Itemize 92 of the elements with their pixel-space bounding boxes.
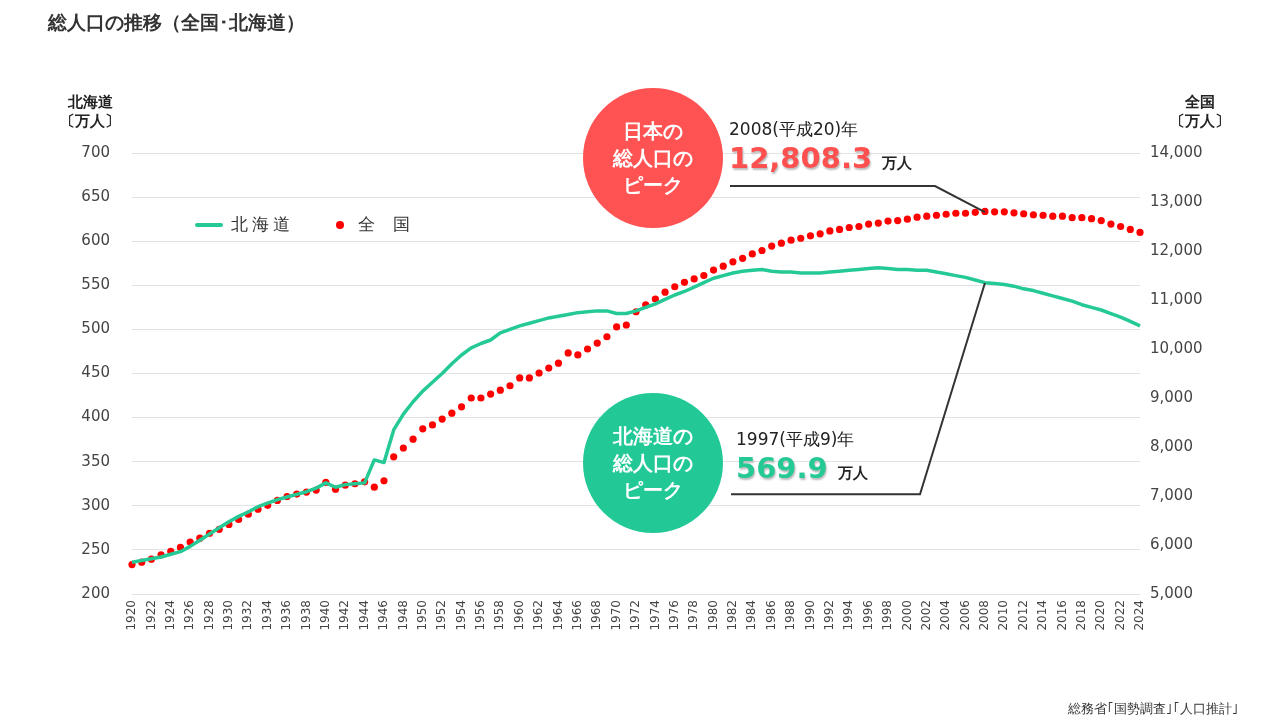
x-tick-label: 1952 (434, 600, 449, 631)
x-tick-label: 2022 (1112, 600, 1127, 631)
x-tick-label: 1950 (414, 600, 429, 631)
x-tick-label: 1958 (492, 600, 507, 631)
x-tick-label: 2010 (996, 600, 1011, 631)
x-tick-label: 2020 (1093, 600, 1108, 631)
x-tick-label: 2014 (1035, 600, 1050, 631)
x-tick-label: 1948 (395, 600, 410, 631)
text: 2008(平成20)年 (729, 118, 860, 141)
x-tick-label: 1964 (550, 600, 565, 631)
y-tick-label: 400 (81, 407, 110, 426)
x-tick-label: 1978 (686, 600, 701, 631)
x-tick-label: 1930 (221, 600, 236, 631)
annotation: ピーク (623, 476, 683, 504)
y-tick-label: 450 (81, 363, 110, 382)
annotation: 万人 (837, 464, 868, 483)
x-tick-label: 2000 (899, 600, 914, 631)
y2-tick-label: 9,000 (1150, 387, 1193, 406)
x-tick-label: 2016 (1054, 600, 1069, 631)
y2-axis-title: 全国〔万人〕 (1170, 93, 1230, 131)
x-tick-label: 1986 (763, 600, 778, 631)
x-tick-label: 1982 (725, 600, 740, 631)
x-tick-label: 1976 (666, 600, 681, 631)
x-tick-label: 1962 (531, 600, 546, 631)
text: 日本の (623, 117, 683, 145)
x-tick-label: 1960 (511, 600, 526, 631)
x-tick-label: 2002 (918, 600, 933, 631)
y2-tick-label: 5,000 (1150, 583, 1193, 602)
x-tick-label: 1922 (143, 600, 158, 631)
x-tick-label: 1920 (124, 600, 139, 631)
x-tick-label: 1992 (821, 600, 836, 631)
x-tick-label: 2024 (1132, 600, 1147, 631)
y2-tick-label: 13,000 (1150, 191, 1203, 210)
x-tick-label: 1998 (880, 600, 895, 631)
x-tick-label: 2012 (1015, 600, 1030, 631)
annotation: 北海道の (613, 422, 693, 450)
x-tick-label: 1988 (783, 600, 798, 631)
x-tick-label: 1970 (608, 600, 623, 631)
x-tick-label: 1994 (841, 600, 856, 631)
x-tick-label: 1942 (337, 600, 352, 631)
y-tick-label: 550 (81, 275, 110, 294)
x-tick-label: 1956 (473, 600, 488, 631)
y-tick-label: 600 (81, 231, 110, 250)
y-tick-label: 500 (81, 319, 110, 338)
x-tick-label: 2004 (938, 600, 953, 631)
y-axis-title: 北海道〔万人〕 (60, 93, 120, 131)
annotation: 総人口の (613, 144, 693, 172)
x-tick-label: 1944 (356, 600, 371, 631)
x-tick-label: 1932 (240, 600, 255, 631)
chart-title: 総人口の推移（全国･北海道） (48, 10, 305, 35)
x-tick-label: 2018 (1073, 600, 1088, 631)
y2-tick-label: 10,000 (1150, 338, 1203, 357)
y2-tick-label: 6,000 (1150, 534, 1193, 553)
x-tick-label: 1934 (259, 600, 274, 631)
x-tick-label: 2008 (977, 600, 992, 631)
y-tick-label: 250 (81, 539, 110, 558)
legend-label: 北海道 (231, 213, 294, 236)
y2-tick-label: 14,000 (1150, 142, 1203, 161)
y2-tick-label: 11,000 (1150, 289, 1203, 308)
x-tick-label: 1990 (802, 600, 817, 631)
x-tick-label: 1954 (453, 600, 468, 631)
legend-label: 全国 (358, 213, 428, 236)
x-tick-label: 1936 (279, 600, 294, 631)
y-tick-label: 200 (81, 583, 110, 602)
annotation: 1997(平成9)年 (736, 428, 856, 451)
text: 総務省｢国勢調査｣｢人口推計｣ (1068, 700, 1239, 718)
y-tick-label: 650 (81, 186, 110, 205)
y2-tick-label: 12,000 (1150, 240, 1203, 259)
annotation: 569.9 (736, 451, 828, 485)
x-tick-label: 1974 (647, 600, 662, 631)
x-tick-label: 1968 (589, 600, 604, 631)
annotation: 12,808.3 (729, 141, 873, 175)
x-tick-label: 1972 (628, 600, 643, 631)
annotation: ピーク (623, 171, 683, 199)
y-tick-label: 700 (81, 142, 110, 161)
x-tick-label: 1938 (298, 600, 313, 631)
y-tick-label: 350 (81, 451, 110, 470)
x-tick-label: 1924 (162, 600, 177, 631)
annotation: 万人 (882, 154, 913, 173)
y2-tick-label: 7,000 (1150, 485, 1193, 504)
y2-tick-label: 8,000 (1150, 436, 1193, 455)
x-tick-label: 1940 (317, 600, 332, 631)
x-tick-label: 1946 (376, 600, 391, 631)
x-tick-label: 1980 (705, 600, 720, 631)
x-tick-label: 1966 (569, 600, 584, 631)
x-tick-label: 2006 (957, 600, 972, 631)
x-tick-label: 1996 (860, 600, 875, 631)
x-tick-label: 1928 (201, 600, 216, 631)
x-tick-label: 1984 (744, 600, 759, 631)
x-tick-label: 1926 (182, 600, 197, 631)
y-tick-label: 300 (81, 495, 110, 514)
annotation: 総人口の (613, 449, 693, 477)
